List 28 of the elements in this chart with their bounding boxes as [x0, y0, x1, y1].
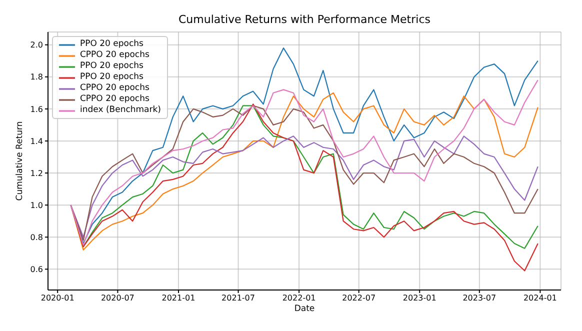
- x-tick-label: 2022-07: [342, 294, 376, 303]
- legend-label: CPPO 20 epochs: [80, 94, 150, 105]
- x-tick-label: 2020-07: [100, 294, 134, 303]
- y-tick-label: 1.2: [30, 168, 43, 178]
- x-tick-label: 2022-01: [282, 294, 316, 303]
- legend-label: PPO 20 epochs: [80, 61, 144, 72]
- y-tick-label: 2.0: [30, 40, 43, 50]
- y-tick-label: 1.0: [30, 200, 43, 210]
- legend-label: CPPO 20 epochs: [80, 83, 150, 94]
- y-tick-label: 1.6: [30, 104, 43, 114]
- legend-label: PPO 20 epochs: [80, 39, 144, 50]
- x-tick-label: 2021-01: [162, 294, 196, 303]
- legend-label: CPPO 20 epochs: [80, 50, 150, 61]
- x-tick-label: 2024-01: [523, 294, 557, 303]
- x-axis-title: Date: [293, 304, 316, 314]
- chart-title: Cumulative Returns with Performance Metrics: [178, 13, 432, 26]
- line-series: [70, 136, 538, 238]
- y-axis-title: Cumulative Return: [15, 121, 25, 201]
- x-tick-label: 2023-07: [462, 294, 496, 303]
- y-tick-label: 1.4: [30, 136, 43, 146]
- x-tick-label: 2023-01: [402, 294, 436, 303]
- legend-label: PPO 20 epochs: [80, 72, 144, 83]
- y-tick-label: 1.8: [30, 72, 43, 82]
- y-tick-label: 0.6: [30, 265, 43, 274]
- x-tick-label: 2020-01: [40, 294, 74, 303]
- y-tick-label: 0.8: [30, 232, 43, 242]
- legend-label: index (Benchmark): [80, 105, 162, 116]
- x-tick-label: 2021-07: [222, 294, 255, 303]
